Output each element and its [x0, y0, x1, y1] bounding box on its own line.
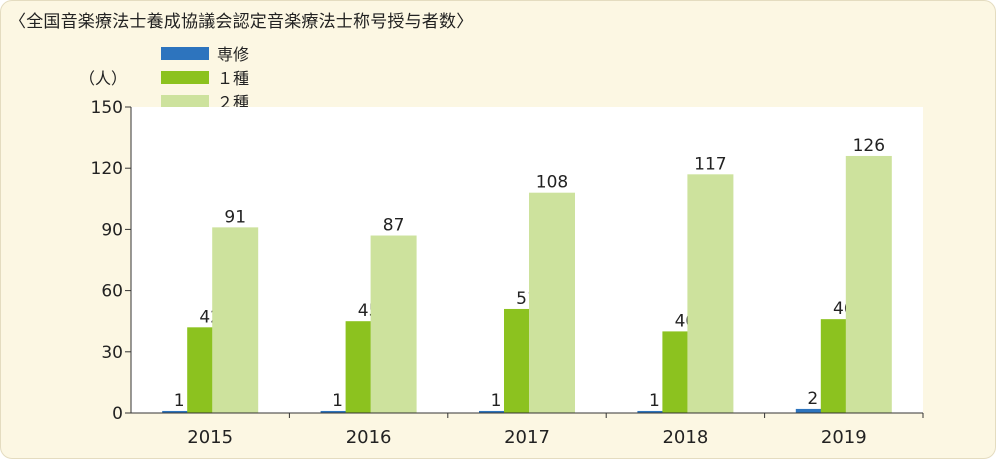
bar-type2-2018	[687, 174, 734, 413]
y-tick-label-150: 150	[91, 98, 123, 118]
data-label-senshu-2018: 1	[649, 391, 660, 411]
bar-senshu-2019	[795, 408, 842, 413]
legend-swatch-type2	[161, 94, 209, 108]
bar-type2-2016	[370, 235, 417, 413]
data-label-type2-2015: 91	[224, 207, 246, 227]
data-label-senshu-2016: 1	[332, 391, 343, 411]
x-tick-label-2017: 2017	[504, 427, 550, 448]
x-tick-label-2015: 2015	[187, 427, 233, 448]
bar-senshu-2017	[479, 410, 525, 413]
bar-type2-2019	[845, 155, 892, 413]
legend-swatch-type1	[161, 70, 209, 84]
y-axis-unit-label: （人）	[79, 69, 128, 88]
data-label-senshu-2015: 1	[174, 391, 185, 411]
legend-item-senshu: 専修	[161, 41, 249, 65]
bar-senshu-2015	[162, 410, 209, 413]
legend-item-type1: １種	[161, 65, 249, 89]
y-tick-label-30: 30	[101, 343, 123, 363]
y-tick-label-120: 120	[91, 159, 123, 179]
data-label-senshu-2019: 2	[807, 389, 818, 409]
legend-label-type1: １種	[217, 69, 250, 88]
y-tick-label-0: 0	[112, 404, 123, 424]
legend-swatch-senshu	[161, 46, 209, 60]
data-label-type2-2019: 126	[853, 136, 885, 156]
data-label-type2-2017: 108	[536, 173, 568, 193]
y-tick-label-60: 60	[101, 282, 123, 302]
data-label-type2-2018: 117	[694, 154, 726, 174]
chart-title: 〈全国音楽療法士養成協議会認定音楽療法士称号授与者数〉	[9, 12, 474, 32]
legend-label-senshu: 専修	[217, 45, 250, 64]
bar-senshu-2016	[320, 410, 367, 413]
x-tick-label-2016: 2016	[346, 427, 392, 448]
y-tick-label-90: 90	[101, 220, 123, 240]
bar-senshu-2018	[637, 410, 684, 413]
x-tick-label-2019: 2019	[821, 427, 867, 448]
data-label-senshu-2017: 1	[491, 391, 502, 411]
data-label-type2-2016: 87	[383, 216, 405, 236]
bar-type2-2017	[529, 192, 575, 413]
bar-type2-2015	[212, 227, 259, 413]
x-tick-label-2018: 2018	[662, 427, 708, 448]
